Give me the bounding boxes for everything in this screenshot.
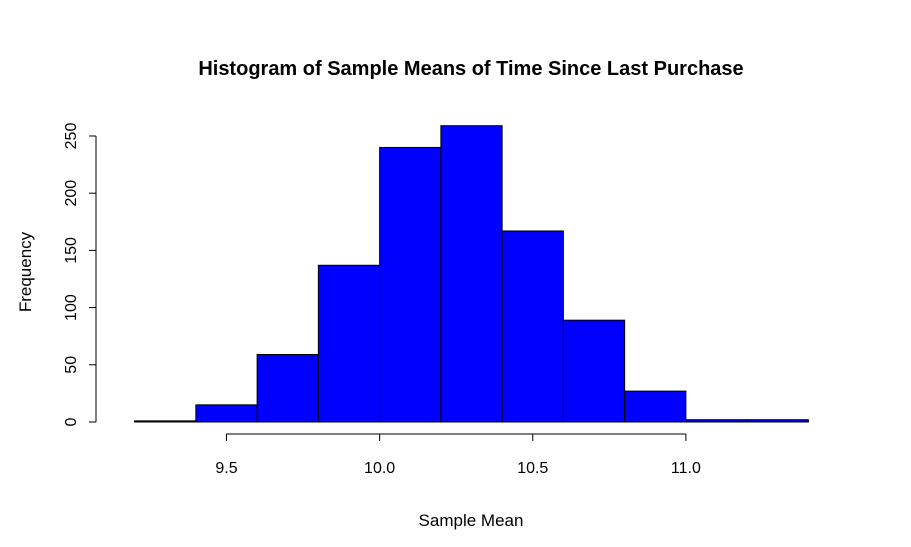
histogram-bar-10: [685, 419, 748, 423]
y-axis-label: Frequency: [16, 231, 35, 312]
y-tick-label: 200: [63, 180, 80, 207]
histogram-bar-4: [317, 264, 381, 423]
x-tick-label: 10.5: [517, 460, 548, 477]
y-tick-label: 0: [63, 417, 80, 426]
histogram-bar-11: [746, 419, 809, 423]
y-tick-label: 50: [63, 356, 80, 374]
y-axis: 0 50 100 150 200 250: [63, 123, 97, 426]
histogram-bar-7: [501, 230, 564, 423]
histogram-bar-6: [440, 125, 503, 423]
x-tick-label: 11.0: [671, 460, 701, 477]
histogram-bar-3: [256, 354, 319, 423]
histogram-bars: [134, 125, 809, 423]
histogram-bar-1: [134, 420, 197, 423]
x-tick-label: 9.5: [215, 460, 237, 477]
chart-title: Histogram of Sample Means of Time Since …: [198, 58, 743, 80]
histogram-bar-8: [562, 319, 626, 423]
x-tick-label: 10.0: [364, 460, 395, 477]
y-tick-label: 150: [63, 237, 80, 264]
y-tick-label: 100: [63, 294, 80, 321]
histogram-bar-9: [624, 390, 687, 423]
x-axis-label: Sample Mean: [419, 511, 524, 530]
x-axis: 9.5 10.0 10.5 11.0: [215, 433, 701, 477]
y-tick-label: 250: [63, 123, 80, 150]
histogram-bar-5: [379, 146, 442, 423]
histogram-bar-2: [195, 404, 258, 423]
